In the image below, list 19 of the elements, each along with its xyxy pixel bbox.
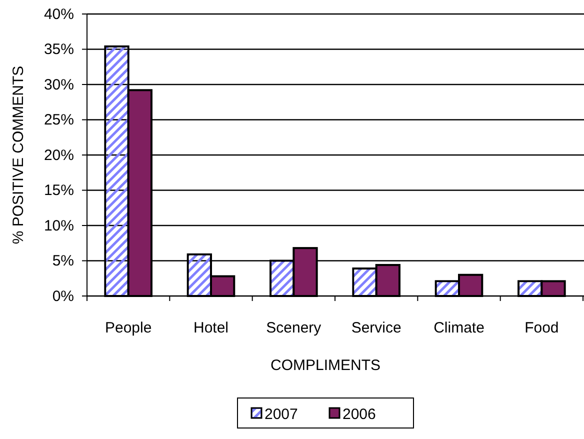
y-tick-label: 40% xyxy=(44,6,74,23)
x-axis-title: COMPLIMENTS xyxy=(270,357,381,374)
x-tick-label: People xyxy=(104,320,152,337)
y-tick-label: 0% xyxy=(52,288,74,305)
y-tick-label: 20% xyxy=(44,146,74,164)
y-tick-label: 30% xyxy=(44,76,74,94)
legend-label: 2006 xyxy=(342,406,376,423)
x-tick-label: Scenery xyxy=(266,320,322,337)
legend-label: 2007 xyxy=(264,406,298,423)
y-tick-label: 25% xyxy=(44,112,74,129)
x-tick-label: Hotel xyxy=(193,320,229,337)
y-tick-label: 10% xyxy=(44,217,74,234)
y-tick-label: 15% xyxy=(44,182,74,200)
x-tick-label: Service xyxy=(351,320,402,337)
y-tick-label: 35% xyxy=(44,41,74,58)
y-tick-label: 5% xyxy=(52,252,74,270)
x-tick-label: Food xyxy=(524,320,559,337)
y-axis-title: % POSITIVE COMMENTS xyxy=(10,66,27,244)
x-tick-label: Climate xyxy=(434,320,484,337)
